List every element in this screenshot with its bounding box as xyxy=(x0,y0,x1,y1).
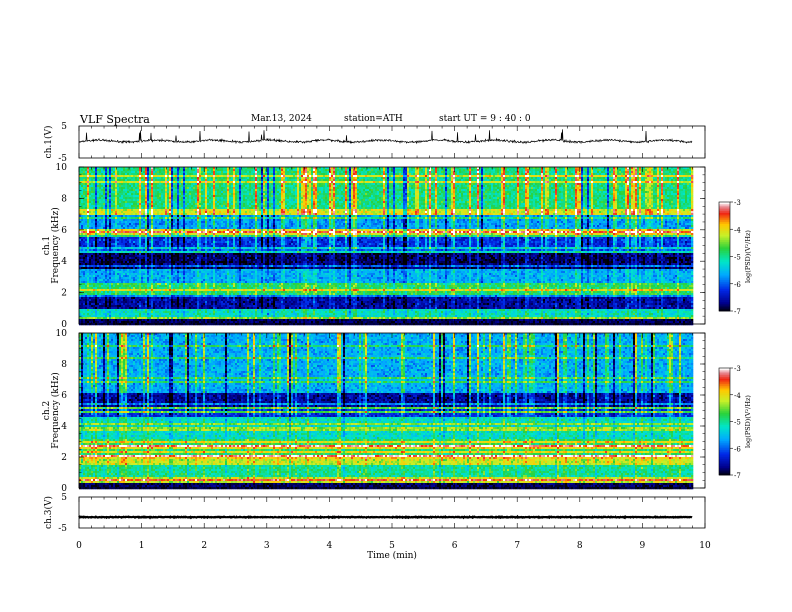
y-tick-label: -5 xyxy=(58,524,67,534)
colorbar-tick-label: -5 xyxy=(734,254,741,262)
colorbar-tick-label: -7 xyxy=(734,472,741,480)
x-tick-label: 0 xyxy=(76,541,82,551)
x-tick-label: 10 xyxy=(699,541,711,551)
colorbar-tick-label: -6 xyxy=(734,445,741,453)
y-tick-label: 8 xyxy=(61,360,67,370)
y-axis-label: ch.1(V) xyxy=(43,126,54,159)
y-tick-label: 5 xyxy=(61,122,67,132)
y-tick-label: 2 xyxy=(61,453,67,463)
colorbar-label: log(PSD)(V²/Hz) xyxy=(744,395,752,448)
x-axis-label: Time (min) xyxy=(367,550,417,561)
waveform-trace-3 xyxy=(79,517,692,518)
colorbar-tick-label: -4 xyxy=(734,392,741,400)
colorbar-tick-label: -7 xyxy=(734,308,741,316)
y-tick-label: 10 xyxy=(56,163,68,173)
x-tick-label: 2 xyxy=(201,541,207,551)
y-tick-label: 10 xyxy=(56,329,68,339)
x-ticks xyxy=(79,497,705,528)
x-tick-label: 5 xyxy=(389,541,395,551)
x-tick-label: 4 xyxy=(327,541,333,551)
y-tick-label: 8 xyxy=(61,194,67,204)
y-tick-label: 4 xyxy=(61,422,67,432)
y-axis-label: Frequency (kHz) xyxy=(50,207,61,284)
colorbar-tick-label: -4 xyxy=(734,226,741,234)
colorbar-2 xyxy=(719,368,730,475)
colorbar-label: log(PSD)(V²/Hz) xyxy=(744,230,752,283)
y-tick-label: 6 xyxy=(61,391,67,401)
y-tick-label: 6 xyxy=(61,226,67,236)
colorbar-tick-label: -6 xyxy=(734,281,741,289)
y-tick-label: 2 xyxy=(61,289,67,299)
spectrogram-2 xyxy=(79,333,693,489)
y-axis-label: Frequency (kHz) xyxy=(50,372,61,449)
x-tick-label: 8 xyxy=(577,541,583,551)
waveform-trace-0 xyxy=(79,129,692,143)
colorbar-1 xyxy=(719,202,730,311)
y-tick-label: 5 xyxy=(61,493,67,503)
x-ticks xyxy=(79,126,705,158)
x-tick-label: 1 xyxy=(139,541,145,551)
colorbar-tick-label: -3 xyxy=(734,199,741,207)
x-tick-label: 9 xyxy=(640,541,646,551)
x-tick-label: 3 xyxy=(264,541,270,551)
x-tick-label: 7 xyxy=(514,541,520,551)
x-tick-label: 6 xyxy=(452,541,458,551)
spectrogram-1 xyxy=(79,167,693,325)
colorbar-tick-label: -3 xyxy=(734,365,741,373)
y-axis-label: ch.3(V) xyxy=(43,496,54,529)
colorbar-tick-label: -5 xyxy=(734,419,741,427)
y-tick-label: 4 xyxy=(61,257,67,267)
